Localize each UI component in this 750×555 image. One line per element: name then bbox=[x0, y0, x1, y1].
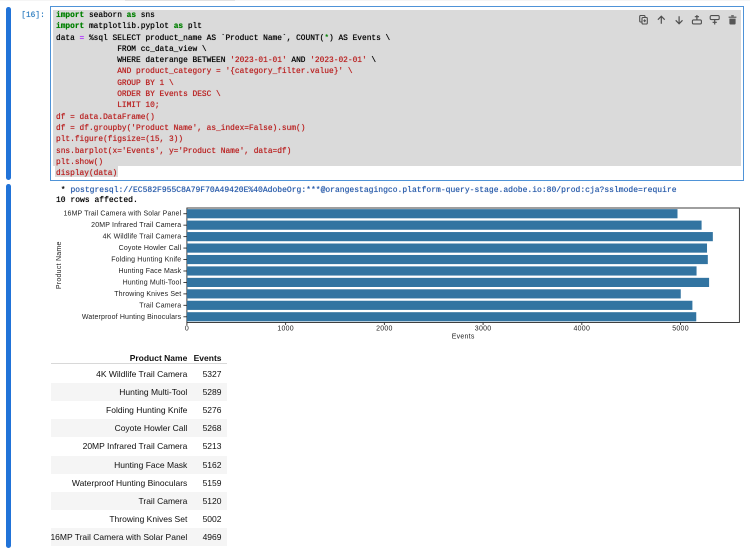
svg-text:Waterproof Hunting Binoculars: Waterproof Hunting Binoculars bbox=[82, 314, 182, 321]
svg-text:Hunting Face Mask: Hunting Face Mask bbox=[118, 268, 181, 275]
svg-text:4K Wildlife Trail Camera: 4K Wildlife Trail Camera bbox=[103, 234, 182, 241]
svg-text:2000: 2000 bbox=[376, 325, 393, 332]
svg-text:Hunting Multi-Tool: Hunting Multi-Tool bbox=[123, 279, 182, 286]
svg-text:20MP Infrared Trail Camera: 20MP Infrared Trail Camera bbox=[91, 222, 181, 229]
svg-text:16MP Trail Camera with Solar P: 16MP Trail Camera with Solar Panel bbox=[63, 211, 181, 218]
svg-text:1000: 1000 bbox=[277, 325, 294, 332]
svg-text:5000: 5000 bbox=[672, 325, 689, 332]
svg-text:Product Name: Product Name bbox=[56, 241, 63, 289]
svg-text:Folding Hunting Knife: Folding Hunting Knife bbox=[111, 257, 181, 264]
svg-text:Coyote Howler Call: Coyote Howler Call bbox=[119, 245, 182, 252]
svg-text:3000: 3000 bbox=[475, 325, 492, 332]
svg-text:Trail Camera: Trail Camera bbox=[139, 302, 181, 309]
svg-text:4000: 4000 bbox=[574, 325, 591, 332]
svg-text:Throwing Knives Set: Throwing Knives Set bbox=[114, 291, 181, 298]
svg-text:Events: Events bbox=[452, 333, 475, 340]
svg-text:0: 0 bbox=[185, 325, 189, 332]
